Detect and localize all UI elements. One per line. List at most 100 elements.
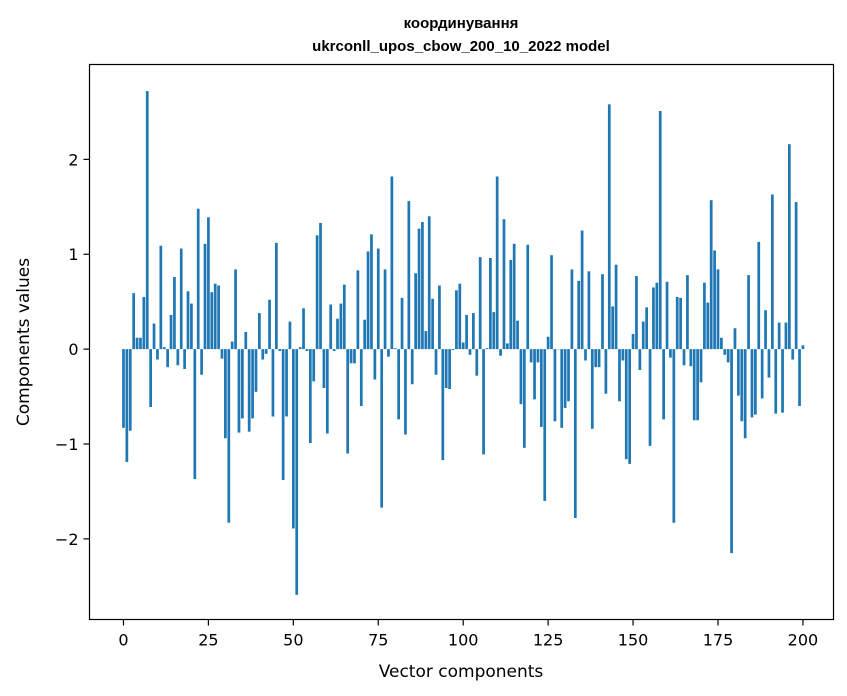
bar bbox=[125, 349, 129, 463]
bar bbox=[730, 349, 733, 554]
bar bbox=[614, 264, 618, 350]
bar bbox=[652, 287, 655, 350]
bar bbox=[777, 322, 781, 350]
bar bbox=[139, 337, 142, 350]
bar bbox=[390, 176, 394, 350]
bar bbox=[539, 349, 543, 427]
bar bbox=[183, 349, 186, 370]
bar bbox=[448, 349, 451, 389]
bar bbox=[224, 349, 227, 439]
bar bbox=[461, 342, 465, 350]
bar bbox=[774, 349, 778, 414]
bar bbox=[573, 349, 577, 518]
chart-title-line-2: ukrconll_upos_cbow_200_10_2022 model bbox=[312, 38, 610, 55]
y-axis-label: Components values bbox=[14, 258, 34, 426]
bar bbox=[132, 293, 136, 350]
x-tick-label: 175 bbox=[703, 631, 734, 650]
bar bbox=[740, 349, 744, 422]
bar bbox=[601, 274, 604, 350]
bar bbox=[291, 349, 295, 529]
bar bbox=[210, 292, 214, 350]
bar bbox=[522, 349, 526, 448]
bar bbox=[709, 200, 713, 350]
x-tick-label: 200 bbox=[788, 631, 819, 650]
bar bbox=[179, 248, 183, 350]
bar bbox=[662, 349, 665, 420]
bar bbox=[438, 285, 441, 350]
bar bbox=[560, 349, 564, 428]
bar bbox=[346, 349, 350, 454]
bar bbox=[373, 349, 377, 380]
bar bbox=[485, 348, 489, 350]
bar bbox=[529, 349, 533, 363]
bar bbox=[230, 341, 234, 350]
chart-title-line-1: координування bbox=[404, 15, 519, 32]
bar bbox=[607, 104, 611, 350]
bar bbox=[176, 349, 180, 366]
bar bbox=[563, 349, 567, 408]
bar bbox=[142, 296, 146, 350]
bar bbox=[590, 349, 594, 429]
bar bbox=[594, 349, 598, 368]
bar bbox=[716, 269, 720, 350]
bar bbox=[743, 349, 747, 439]
bar bbox=[567, 349, 570, 402]
bar bbox=[699, 349, 703, 383]
plot-frame bbox=[88, 63, 835, 621]
bar bbox=[478, 257, 482, 350]
bar bbox=[641, 321, 645, 350]
bar bbox=[410, 349, 414, 385]
bar bbox=[431, 298, 434, 350]
bar bbox=[268, 299, 271, 350]
bar bbox=[482, 349, 485, 455]
x-tick-label: 50 bbox=[283, 631, 303, 650]
bar bbox=[577, 280, 581, 350]
y-tick-label: 0 bbox=[68, 340, 78, 359]
bars-group bbox=[122, 91, 805, 595]
bar bbox=[624, 349, 628, 460]
bar bbox=[757, 241, 761, 350]
bar bbox=[760, 349, 764, 399]
bar bbox=[387, 349, 390, 357]
bar bbox=[475, 349, 479, 376]
bar bbox=[169, 314, 173, 350]
bar bbox=[458, 283, 462, 350]
bar bbox=[342, 284, 346, 350]
bar bbox=[251, 349, 254, 419]
x-axis-label: Vector components bbox=[379, 662, 544, 682]
bar bbox=[665, 281, 669, 350]
bar bbox=[441, 349, 445, 461]
bar bbox=[393, 348, 397, 350]
bar bbox=[519, 349, 523, 405]
bar bbox=[363, 319, 367, 350]
bar bbox=[506, 343, 509, 350]
bar bbox=[186, 291, 190, 350]
bar bbox=[322, 349, 326, 389]
bar bbox=[152, 323, 156, 350]
bar bbox=[359, 349, 363, 407]
bar bbox=[203, 243, 207, 350]
bar bbox=[536, 349, 540, 363]
bar bbox=[767, 349, 771, 378]
bar bbox=[703, 282, 706, 350]
bar bbox=[597, 349, 601, 368]
bar bbox=[400, 297, 404, 350]
bar bbox=[302, 308, 305, 350]
bar bbox=[764, 310, 767, 350]
bar bbox=[628, 349, 632, 464]
bar bbox=[543, 349, 547, 501]
bar bbox=[241, 349, 244, 419]
x-axis-ticks: 0 25 50 75 100 125 150 175 200 bbox=[118, 619, 819, 650]
bar bbox=[329, 304, 333, 350]
bar bbox=[156, 349, 159, 360]
bar bbox=[587, 271, 591, 350]
bar bbox=[407, 201, 411, 350]
bar bbox=[553, 349, 557, 422]
bar bbox=[492, 312, 496, 350]
bar bbox=[672, 349, 676, 523]
bar bbox=[465, 314, 468, 350]
bar bbox=[791, 349, 795, 360]
bar bbox=[675, 296, 679, 350]
bar bbox=[550, 255, 553, 350]
